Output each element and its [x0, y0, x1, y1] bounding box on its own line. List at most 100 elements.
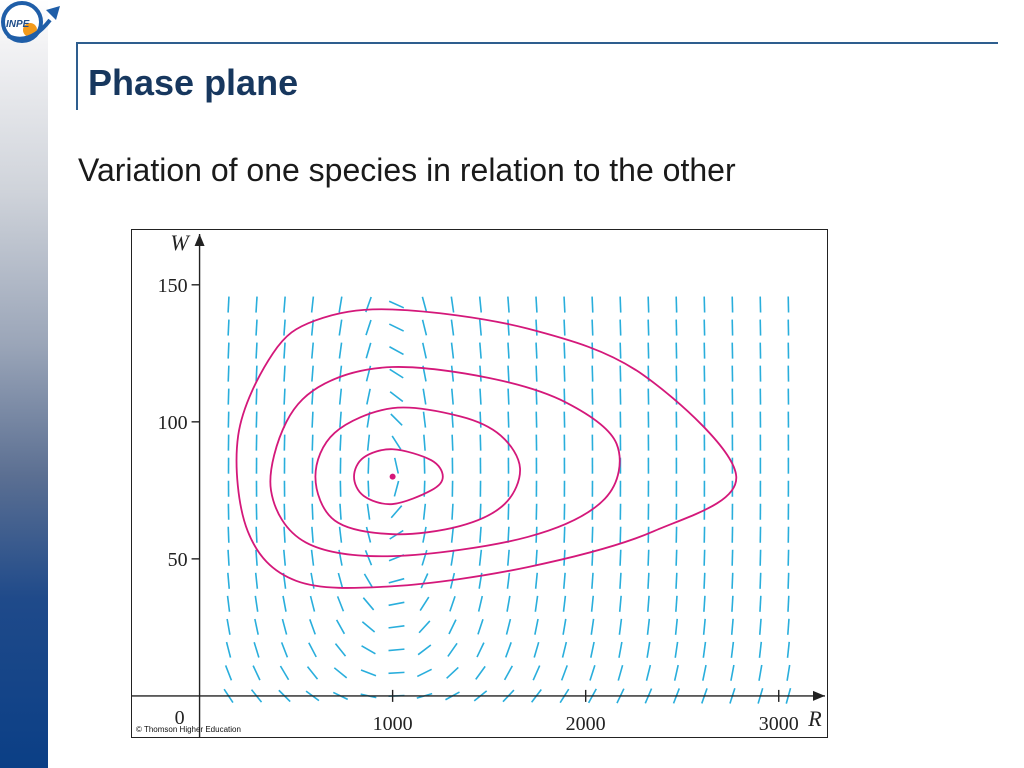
direction-segment [562, 572, 566, 589]
direction-segment [416, 668, 432, 678]
direction-segment [447, 642, 458, 657]
direction-segment [479, 342, 482, 359]
direction-segment [422, 388, 427, 405]
direction-segment [731, 595, 734, 612]
direction-segment [280, 642, 289, 658]
direction-segment [334, 643, 347, 657]
direction-segment [283, 319, 286, 336]
direction-segment [563, 365, 566, 382]
direction-segment [702, 641, 707, 658]
direction-segment [647, 572, 650, 589]
inpe-logo: INPE [0, 0, 66, 50]
direction-segment [675, 595, 678, 612]
direction-segment [618, 641, 623, 658]
direction-segment [283, 526, 286, 543]
direction-segment [619, 549, 622, 566]
direction-segment [227, 319, 230, 336]
direction-segment [446, 666, 459, 679]
direction-segment [361, 621, 376, 633]
direction-segment [255, 319, 258, 336]
direction-segment [478, 549, 483, 566]
origin-label: 0 [175, 707, 185, 729]
direction-segment [365, 342, 372, 359]
direction-segment [254, 572, 259, 589]
direction-segment [417, 644, 432, 656]
direction-segment [365, 526, 372, 543]
direction-segment [283, 388, 286, 405]
direction-segment [227, 549, 230, 566]
direction-segment [311, 526, 314, 543]
direction-segment [507, 365, 510, 382]
direction-segment [450, 526, 455, 543]
direction-segment [535, 549, 538, 566]
direction-segment [675, 572, 678, 589]
direction-segment [362, 597, 375, 611]
direction-segment [673, 664, 679, 681]
page-title: Phase plane [88, 62, 299, 103]
direction-segment [478, 296, 483, 313]
direction-segment [225, 641, 232, 658]
direction-segment [479, 365, 482, 382]
direction-segment [505, 618, 512, 635]
direction-segment [420, 573, 429, 589]
direction-segment [423, 434, 426, 451]
direction-segment [758, 641, 763, 658]
direction-segment [506, 549, 510, 566]
direction-segment [338, 388, 343, 405]
direction-segment [367, 457, 370, 474]
y-tick-label: 100 [158, 412, 188, 434]
direction-segment [535, 365, 538, 382]
direction-segment [421, 549, 428, 566]
direction-segment [281, 618, 288, 635]
x-tick-label: 1000 [373, 713, 413, 735]
direction-segment [506, 595, 511, 612]
direction-segment [418, 620, 431, 634]
direction-segment [226, 618, 231, 635]
direction-segment [675, 549, 678, 566]
trajectory-1 [353, 448, 444, 506]
direction-segment [279, 665, 290, 681]
slide-subtitle: Variation of one species in relation to … [78, 152, 736, 188]
direction-segment [562, 618, 567, 635]
phase-plane-chart: 1000 2000 3000 50 100 150 0 R W [132, 230, 825, 737]
direction-segment [787, 618, 790, 635]
direction-segment [367, 480, 370, 497]
direction-segment [731, 572, 734, 589]
direction-segment [360, 669, 377, 677]
direction-segment [534, 572, 539, 589]
direction-segment [255, 388, 258, 405]
direction-segment [535, 342, 538, 359]
direction-segment [477, 595, 484, 612]
direction-segment [253, 641, 260, 658]
phase-plane-figure: 1000 2000 3000 50 100 150 0 R W © Thomson Higher… [131, 229, 828, 738]
direction-segment [309, 595, 316, 612]
direction-segment [255, 296, 258, 313]
direction-segment [563, 319, 566, 336]
direction-segment [366, 503, 371, 520]
x-tick-label: 3000 [759, 713, 799, 735]
direction-segment [361, 645, 376, 655]
direction-segment [283, 342, 286, 359]
direction-segment [617, 664, 624, 681]
title-rule-vertical [76, 42, 78, 110]
direction-segment [758, 618, 762, 635]
direction-segment [338, 319, 343, 336]
direction-segment [227, 572, 231, 589]
direction-segment [535, 319, 538, 336]
direction-segment [534, 595, 539, 612]
direction-segment [507, 342, 510, 359]
direction-segment [562, 595, 567, 612]
direction-segment [786, 641, 791, 658]
direction-segment [309, 619, 316, 635]
direction-segment [283, 549, 287, 566]
direction-segment [477, 618, 484, 635]
direction-segment [647, 549, 650, 566]
y-tick-label: 150 [158, 275, 188, 297]
direction-segment [393, 457, 400, 474]
direction-segment [421, 296, 428, 313]
direction-segment [674, 618, 679, 635]
direction-segment [449, 595, 456, 612]
direction-segment [450, 549, 455, 566]
direction-segment [475, 665, 486, 680]
x-axis-arrow [813, 690, 825, 701]
